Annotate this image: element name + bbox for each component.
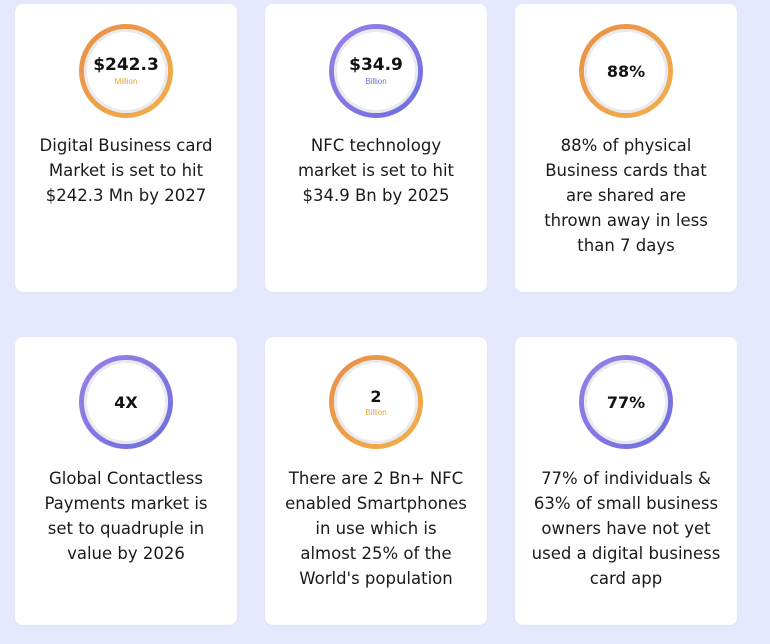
stat-ring-inner: 2 Billion xyxy=(334,360,418,444)
stat-ring: $34.9 Billion xyxy=(329,24,423,118)
stat-description: Global Contactless Payments market is se… xyxy=(44,469,208,563)
stat-description: 77% of individuals & 63% of small busine… xyxy=(531,469,721,588)
stat-ring-inner: $242.3 Million xyxy=(84,29,168,113)
stat-value: 77% xyxy=(606,392,646,412)
stat-card-contactless-payments: 4X Global Contactless Payments market is… xyxy=(15,337,237,625)
stat-ring: 2 Billion xyxy=(329,355,423,449)
stat-ring: $242.3 Million xyxy=(79,24,173,118)
stat-unit: Billion xyxy=(365,76,387,86)
stat-ring: 88% xyxy=(579,24,673,118)
stat-description: 88% of physical Business cards that are … xyxy=(544,136,708,255)
stat-unit: Billion xyxy=(365,407,387,417)
stat-ring-inner: 4X xyxy=(84,360,168,444)
stat-card-digital-business-card-market: $242.3 Million Digital Business card Mar… xyxy=(15,4,237,292)
stat-ring: 4X xyxy=(79,355,173,449)
stat-card-digital-card-app-usage: 77% 77% of individuals & 63% of small bu… xyxy=(515,337,737,625)
stat-card-nfc-smartphones: 2 Billion There are 2 Bn+ NFC enabled Sm… xyxy=(265,337,487,625)
stat-ring: 77% xyxy=(579,355,673,449)
stat-value: 4X xyxy=(114,392,138,412)
stat-description: Digital Business card Market is set to h… xyxy=(39,136,213,205)
stat-ring-inner: 77% xyxy=(584,360,668,444)
stat-card-physical-cards-thrown-away: 88% 88% of physical Business cards that … xyxy=(515,4,737,292)
stat-unit: Million xyxy=(114,76,138,86)
stat-ring-inner: $34.9 Billion xyxy=(334,29,418,113)
stat-description: There are 2 Bn+ NFC enabled Smartphones … xyxy=(285,469,467,588)
stat-description: NFC technology market is set to hit $34.… xyxy=(297,136,454,205)
stat-value: $242.3 xyxy=(93,54,159,75)
stat-value: 2 xyxy=(370,386,382,406)
stat-value: 88% xyxy=(606,61,646,81)
stat-card-nfc-technology-market: $34.9 Billion NFC technology market is s… xyxy=(265,4,487,292)
stat-value: $34.9 xyxy=(349,54,403,75)
stat-ring-inner: 88% xyxy=(584,29,668,113)
